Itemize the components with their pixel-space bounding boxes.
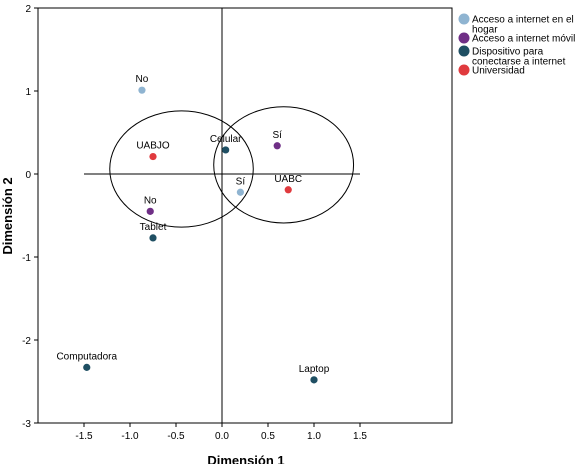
legend-label: Acceso a internet móvil (472, 34, 575, 45)
data-point (138, 86, 146, 94)
point-label: UABJO (136, 141, 170, 152)
x-axis-title: Dimensión 1 (207, 453, 284, 464)
y-tick-label: -2 (22, 336, 31, 347)
data-point (310, 376, 318, 384)
cluster-circles (109, 106, 355, 228)
legend-label: Universidad (472, 66, 525, 77)
data-point (146, 207, 154, 215)
axis-ticks: -1.5 -1.0 -0.5 0.0 0.5 1.0 1.5 2 1 0 -1 -2 -3 (22, 4, 367, 442)
point-label: Computadora (56, 351, 117, 362)
legend-label: Dispositivo para (472, 47, 544, 58)
data-point (284, 186, 292, 194)
legend-label: conectarse a internet (472, 57, 566, 68)
legend-marker (458, 32, 470, 44)
data-point (273, 142, 281, 150)
data-point (83, 363, 91, 371)
reference-lines (84, 8, 360, 423)
y-axis-title: Dimensión 2 (0, 177, 15, 254)
y-tick-label: 2 (25, 4, 31, 15)
x-tick-label: 1.0 (307, 431, 321, 442)
point-label: Sí (236, 176, 246, 187)
legend-marker (458, 64, 470, 76)
plot-frame (37, 7, 453, 424)
x-tick-label: 1.5 (353, 431, 367, 442)
legend-label: hogar (472, 25, 498, 36)
x-tick-label: 0.5 (261, 431, 275, 442)
point-label: Sí (272, 130, 282, 141)
data-point (149, 234, 157, 242)
x-tick-label: -1.0 (121, 431, 139, 442)
cluster-circle (213, 106, 355, 224)
point-label: Laptop (299, 364, 330, 375)
point-label: No (136, 74, 149, 85)
data-point (236, 188, 244, 196)
x-tick-label: 0.0 (215, 431, 229, 442)
data-points: No Sí Sí No Celular Tablet Computadora Laptop UA… (56, 74, 330, 384)
data-point (149, 152, 157, 161)
x-tick-label: -1.5 (75, 431, 93, 442)
legend-marker (458, 45, 470, 57)
x-tick-label: -0.5 (167, 431, 185, 442)
legend-label: Acceso a internet en el (472, 15, 574, 26)
cluster-circle (109, 110, 254, 228)
y-tick-label: -1 (22, 253, 31, 264)
point-label: Tablet (140, 222, 167, 233)
y-tick-label: -3 (22, 419, 31, 430)
y-tick-label: 1 (25, 87, 31, 98)
data-point (222, 146, 230, 154)
y-tick-label: 0 (25, 170, 31, 181)
legend-marker (458, 13, 470, 25)
point-label: Celular (210, 134, 242, 145)
point-label: No (144, 195, 157, 206)
point-label: UABC (274, 174, 302, 185)
